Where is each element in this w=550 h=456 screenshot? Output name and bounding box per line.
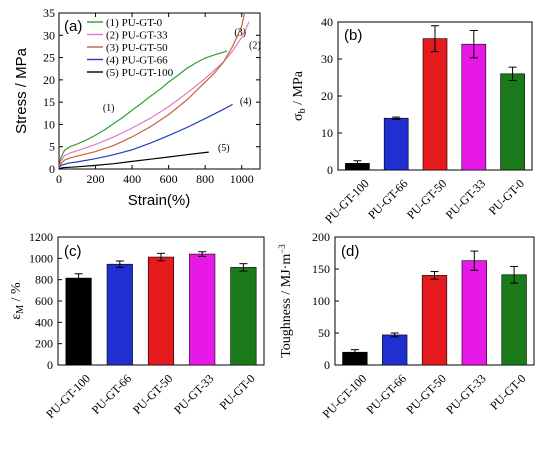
y-tick-label-a: 35 bbox=[43, 6, 55, 20]
bar-b-2 bbox=[383, 117, 409, 171]
series-annotation-2: (2) bbox=[249, 41, 261, 52]
panel-label-c: (c) bbox=[64, 243, 82, 260]
lines-a: (1) (2)(3) (4) (5) bbox=[58, 12, 261, 170]
bar-b-4 bbox=[461, 43, 487, 171]
ticks-a: 0 200 400 600 800 1000 0 5 10 15 20 25 30 35 bbox=[43, 6, 260, 186]
legend-label-2: (2) PU-GT-33 bbox=[106, 30, 168, 42]
series-line-5 bbox=[58, 151, 209, 170]
category-label-d-3: PU-GT-50 bbox=[403, 371, 448, 416]
y-tick-label-d: 200 bbox=[312, 230, 330, 244]
x-axis-title-a: Strain(%) bbox=[128, 192, 191, 209]
y-tick-label-a: 5 bbox=[49, 140, 55, 154]
y-tick-label-d: 0 bbox=[324, 358, 330, 372]
x-tick-label-a: 1000 bbox=[230, 172, 254, 186]
panel-label-b: (b) bbox=[344, 27, 362, 44]
y-tick-label-b: 30 bbox=[321, 52, 333, 66]
category-label-d-2: PU-GT-66 bbox=[364, 371, 409, 416]
bar-d-4 bbox=[461, 260, 487, 366]
y-tick-label-a: 15 bbox=[43, 95, 55, 109]
bar-b-3 bbox=[422, 38, 448, 171]
panel-label-a: (a) bbox=[64, 18, 82, 35]
series-line-2 bbox=[58, 21, 250, 170]
y-tick-label-a: 10 bbox=[43, 117, 55, 131]
bar-c-5 bbox=[230, 267, 257, 366]
x-tick-label-a: 400 bbox=[123, 172, 141, 186]
category-label-d-5: PU-GT-0 bbox=[487, 371, 528, 412]
category-label-c-5: PU-GT-0 bbox=[217, 371, 258, 412]
y-tick-label-d: 150 bbox=[312, 262, 330, 276]
series-line-3 bbox=[58, 12, 246, 170]
y-tick-label-a: 20 bbox=[43, 73, 55, 87]
category-label-b-2: PU-GT-66 bbox=[365, 176, 410, 221]
y-axis-title-b: σb / MPa bbox=[291, 70, 308, 121]
y-tick-label-a: 25 bbox=[43, 51, 55, 65]
legend-a: (1) PU-GT-0(2) PU-GT-33(3) PU-GT-50(4) P… bbox=[87, 17, 174, 79]
y-tick-label-c: 400 bbox=[35, 315, 53, 329]
series-annotation-5: (5) bbox=[218, 143, 230, 154]
category-label-c-2: PU-GT-66 bbox=[89, 371, 134, 416]
bars-d bbox=[342, 250, 527, 366]
x-tick-label-a: 200 bbox=[87, 172, 105, 186]
x-tick-label-a: 800 bbox=[196, 172, 214, 186]
series-line-1 bbox=[58, 50, 228, 170]
category-label-b-3: PU-GT-50 bbox=[404, 176, 449, 221]
y-tick-label-c: 600 bbox=[35, 294, 53, 308]
legend-label-1: (1) PU-GT-0 bbox=[106, 17, 163, 29]
x-tick-label-a: 600 bbox=[160, 172, 178, 186]
series-annotation-4: (4) bbox=[240, 96, 252, 107]
y-axis-title-d: Toughness / MJ·m−3 bbox=[277, 244, 294, 358]
y-tick-label-b: 40 bbox=[321, 15, 333, 29]
bar-d-3 bbox=[421, 275, 448, 366]
y-axis-title-a: Stress / MPa bbox=[13, 47, 30, 134]
bar-b-5 bbox=[500, 73, 525, 171]
series-line-4 bbox=[58, 103, 233, 170]
ticks-c: 0 200 400 600 800 1000 1200 bbox=[29, 230, 244, 372]
bar-d-5 bbox=[501, 274, 527, 366]
y-tick-label-d: 100 bbox=[312, 294, 330, 308]
y-axis-title-c: εM / % bbox=[9, 282, 26, 320]
bar-c-1 bbox=[65, 277, 92, 366]
legend-label-5: (5) PU-GT-100 bbox=[106, 67, 174, 79]
series-annotation-1: (1) bbox=[103, 103, 115, 114]
bar-c-2 bbox=[106, 263, 133, 366]
category-label-d-4: PU-GT-33 bbox=[443, 371, 488, 416]
y-tick-label-a: 0 bbox=[49, 162, 55, 176]
y-tick-label-d: 50 bbox=[318, 326, 330, 340]
bar-d-2 bbox=[382, 334, 408, 366]
bar-c-4 bbox=[189, 253, 216, 366]
legend-label-4: (4) PU-GT-66 bbox=[106, 55, 168, 67]
category-label-c-1: PU-GT-100 bbox=[43, 371, 93, 421]
y-tick-label-a: 30 bbox=[43, 28, 55, 42]
category-label-b-1: PU-GT-100 bbox=[322, 176, 372, 226]
category-label-d-1: PU-GT-100 bbox=[320, 371, 370, 421]
y-tick-label-b: 0 bbox=[327, 163, 333, 177]
plot-frame-a bbox=[58, 12, 261, 170]
y-tick-label-c: 1000 bbox=[29, 251, 53, 265]
y-tick-label-b: 10 bbox=[321, 126, 333, 140]
category-label-c-4: PU-GT-33 bbox=[171, 371, 216, 416]
category-label-b-4: PU-GT-33 bbox=[443, 176, 488, 221]
y-tick-label-c: 200 bbox=[35, 337, 53, 351]
legend-label-3: (3) PU-GT-50 bbox=[106, 42, 168, 54]
bars-c bbox=[65, 251, 257, 366]
series-annotation-3: (3) bbox=[234, 27, 246, 38]
x-tick-label-a: 0 bbox=[56, 172, 62, 186]
bar-c-3 bbox=[147, 256, 175, 366]
category-label-c-3: PU-GT-50 bbox=[130, 371, 175, 416]
y-tick-label-b: 20 bbox=[321, 89, 333, 103]
y-tick-label-c: 800 bbox=[35, 273, 53, 287]
category-label-b-5: PU-GT-0 bbox=[486, 176, 527, 217]
y-tick-label-c: 1200 bbox=[29, 230, 53, 244]
bars-b bbox=[345, 25, 525, 171]
y-tick-label-c: 0 bbox=[47, 358, 53, 372]
panel-label-d: (d) bbox=[341, 243, 359, 260]
